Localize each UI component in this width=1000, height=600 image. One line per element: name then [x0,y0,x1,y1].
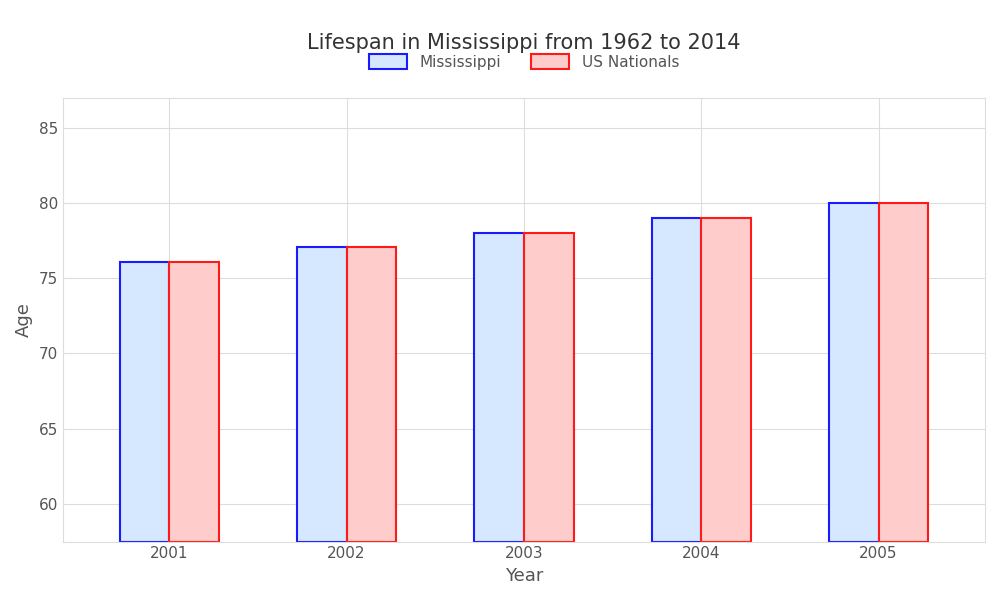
Bar [829,203,879,542]
Legend: Mississippi, US Nationals: Mississippi, US Nationals [363,47,685,76]
Bar [347,247,396,542]
Bar [879,203,928,542]
Y-axis label: Age: Age [15,302,33,337]
Bar [701,218,751,542]
Bar [297,247,347,542]
X-axis label: Year: Year [505,567,543,585]
Bar [120,262,169,542]
Bar [474,233,524,542]
Title: Lifespan in Mississippi from 1962 to 2014: Lifespan in Mississippi from 1962 to 201… [307,33,741,53]
Bar [652,218,701,542]
Bar [524,233,574,542]
Bar [169,262,219,542]
